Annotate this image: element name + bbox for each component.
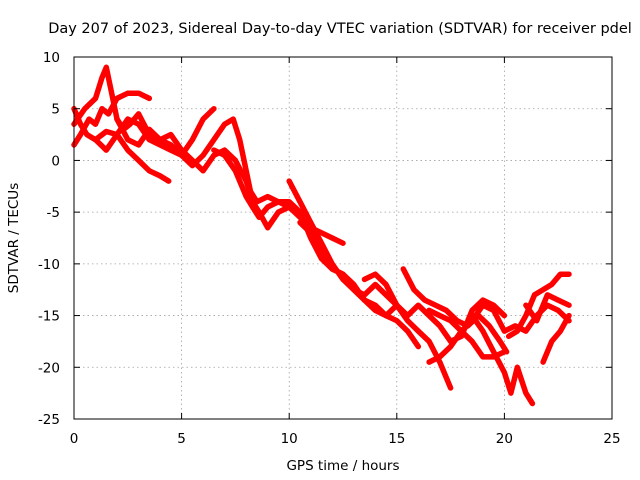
x-tick-label: 5	[177, 431, 186, 447]
axis-ticks	[73, 56, 613, 420]
series-line-arc-3	[71, 90, 153, 148]
plot-frame	[73, 56, 613, 420]
x-tick-label: 20	[496, 431, 513, 447]
series-line-arc-7	[286, 178, 422, 350]
y-tick-label: -15	[38, 309, 60, 325]
series-line-arc-11	[426, 302, 572, 334]
series-line-arc-10	[400, 266, 510, 355]
x-tick-label: 0	[70, 431, 79, 447]
y-tick-label: 0	[51, 153, 60, 169]
tick-labels: 0 5 10 15 20 25 -25 -20 -15 -10 -5 0 5 10	[38, 50, 621, 447]
series-line-arc-13	[469, 312, 536, 407]
series-line-arc-9	[361, 271, 508, 345]
y-tick-label: -25	[38, 412, 60, 428]
y-tick-label: 5	[51, 102, 60, 118]
grid-lines	[74, 57, 612, 419]
series-line-arc-4	[92, 105, 217, 159]
y-tick-label: -10	[38, 257, 60, 273]
chart-title: Day 207 of 2023, Sidereal Day-to-day VTE…	[48, 21, 632, 37]
x-tick-label: 25	[603, 431, 620, 447]
y-axis-label: SDTVAR / TECUs	[6, 183, 22, 293]
series-line-arc-14	[505, 271, 572, 340]
series-line-arc-12	[426, 328, 508, 365]
y-tick-label: 10	[43, 50, 60, 66]
series-line-arc-16	[540, 312, 572, 365]
x-axis-label: GPS time / hours	[286, 458, 399, 474]
x-tick-label: 10	[281, 431, 298, 447]
x-tick-label: 15	[388, 431, 405, 447]
series-group	[71, 64, 572, 407]
series-line-arc-8	[297, 219, 454, 391]
y-tick-label: -20	[38, 360, 60, 376]
series-line-arc-1	[71, 64, 299, 215]
series-line-arc-15	[523, 292, 572, 324]
y-tick-label: -5	[47, 205, 60, 221]
series-line-arc-6	[211, 147, 400, 308]
